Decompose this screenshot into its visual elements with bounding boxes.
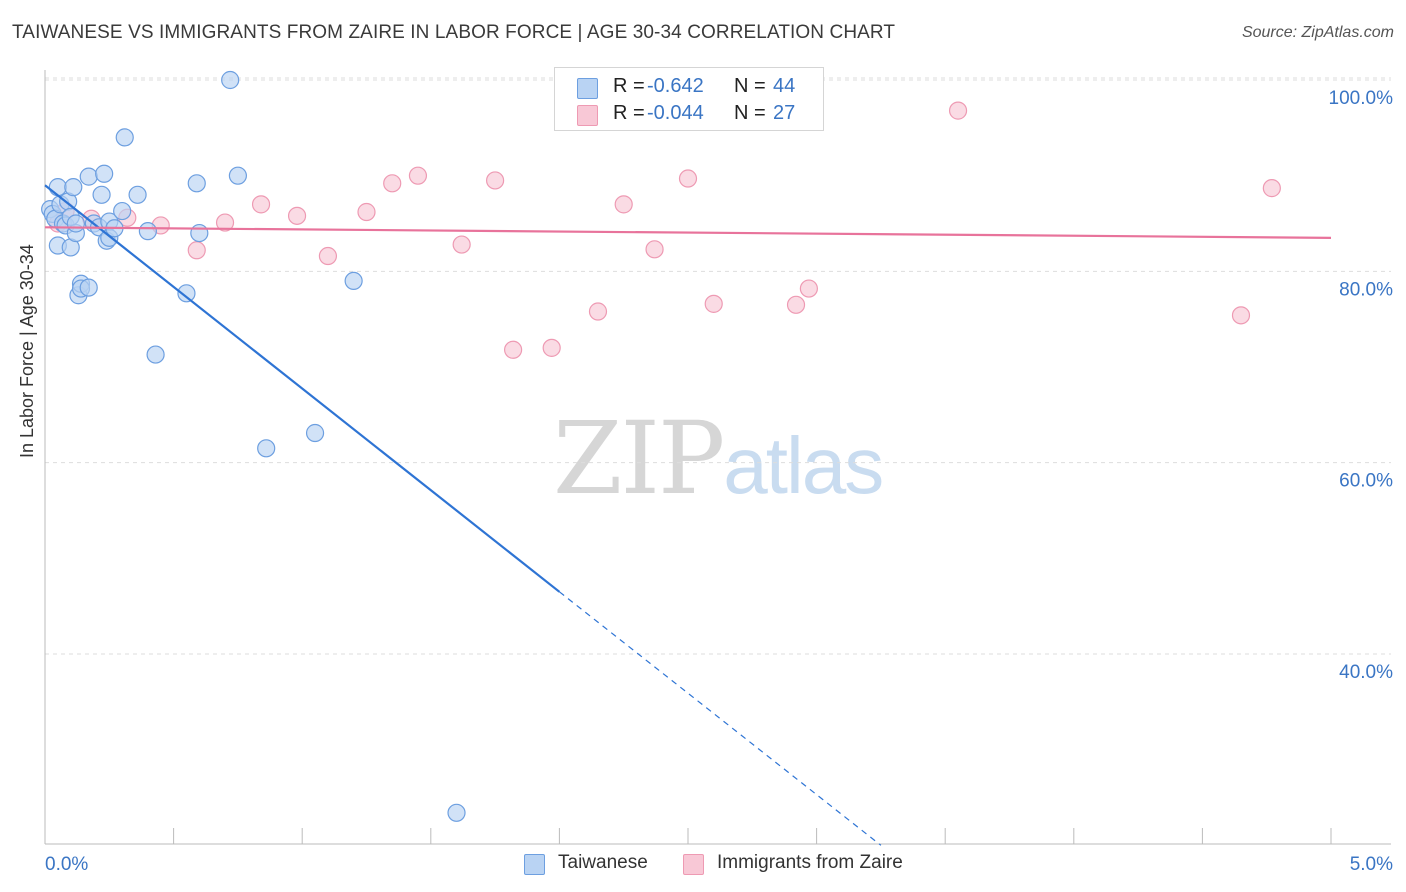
source-credit: Source: ZipAtlas.com (1241, 24, 1394, 41)
taiwanese-point (257, 439, 276, 458)
zaire-point (799, 279, 818, 298)
zaire-point (215, 213, 235, 232)
zaire-point (948, 101, 968, 120)
legend-swatch-pink (577, 105, 598, 126)
watermark: ZIPatlas (553, 400, 884, 517)
zaire-point (486, 171, 505, 190)
y-tick-label: 40.0% (1339, 662, 1393, 683)
taiwanese-point (146, 345, 165, 364)
taiwanese-point (228, 166, 247, 185)
legend-r-label: R = (613, 102, 645, 124)
taiwanese-point (48, 178, 67, 197)
zaire-point (318, 246, 338, 266)
zaire-point (408, 166, 428, 185)
watermark-atlas: atlas (723, 421, 884, 510)
taiwanese-point (64, 178, 83, 197)
taiwanese-point (115, 128, 134, 147)
taiwanese-point (187, 174, 206, 193)
zaire-point (187, 241, 206, 260)
taiwanese-point (128, 185, 147, 204)
legend-r-value: -0.044 (647, 102, 704, 124)
zaire-point (504, 340, 523, 359)
watermark-zip: ZIP (553, 400, 725, 517)
taiwanese-point (66, 214, 85, 233)
zaire-point (588, 302, 608, 321)
bottom-legend-label: Taiwanese (558, 852, 648, 873)
zaire-point (704, 294, 723, 313)
x-tick-label: 0.0% (45, 854, 88, 875)
zaire-point (786, 295, 806, 314)
legend-n-label: N = (734, 102, 766, 124)
stats-legend: R = -0.642 N = 44 R = -0.044 N = 27 (554, 67, 824, 131)
legend-n-value: 44 (773, 75, 796, 97)
taiwanese-point (305, 423, 325, 443)
taiwanese-point (79, 167, 98, 186)
bottom-legend-swatch-pink (683, 854, 704, 875)
zaire-point (357, 202, 376, 222)
bottom-legend-label: Immigrants from Zaire (717, 852, 903, 873)
chart-title: TAIWANESE VS IMMIGRANTS FROM ZAIRE IN LA… (12, 22, 896, 43)
bottom-legend-swatch-blue (524, 854, 545, 875)
legend-swatch-blue (577, 78, 598, 99)
y-tick-label: 100.0% (1329, 88, 1394, 109)
zaire-point (452, 235, 471, 254)
zaire-point (645, 240, 664, 259)
taiwanese-trend-line (44, 184, 561, 593)
taiwanese-point (113, 201, 132, 221)
taiwanese-point (190, 223, 209, 243)
y-axis-label: In Labor Force | Age 30-34 (17, 244, 37, 458)
taiwanese-point (138, 222, 157, 241)
x-tick-label: 5.0% (1350, 854, 1393, 875)
taiwanese-trend-line-extension (559, 591, 882, 846)
y-tick-label: 60.0% (1339, 471, 1393, 492)
zaire-point (614, 195, 633, 214)
zaire-trend-line (44, 226, 1332, 239)
legend-n-label: N = (734, 75, 766, 97)
taiwanese-point (95, 164, 114, 183)
taiwanese-point (447, 803, 466, 822)
zaire-point (287, 206, 307, 225)
zaire-point (678, 169, 698, 188)
taiwanese-point (92, 185, 111, 204)
zaire-point (1262, 179, 1281, 198)
legend-r-value: -0.642 (647, 75, 704, 97)
zaire-point (383, 174, 402, 193)
taiwanese-point (177, 284, 196, 303)
y-tick-label: 80.0% (1339, 279, 1393, 300)
legend-r-label: R = (613, 75, 645, 97)
taiwanese-point (79, 278, 98, 297)
zaire-point (251, 195, 271, 214)
zaire-point (1231, 306, 1251, 325)
zaire-point (542, 338, 561, 357)
taiwanese-point (344, 271, 363, 290)
legend-n-value: 27 (773, 102, 796, 124)
taiwanese-point (221, 70, 240, 90)
